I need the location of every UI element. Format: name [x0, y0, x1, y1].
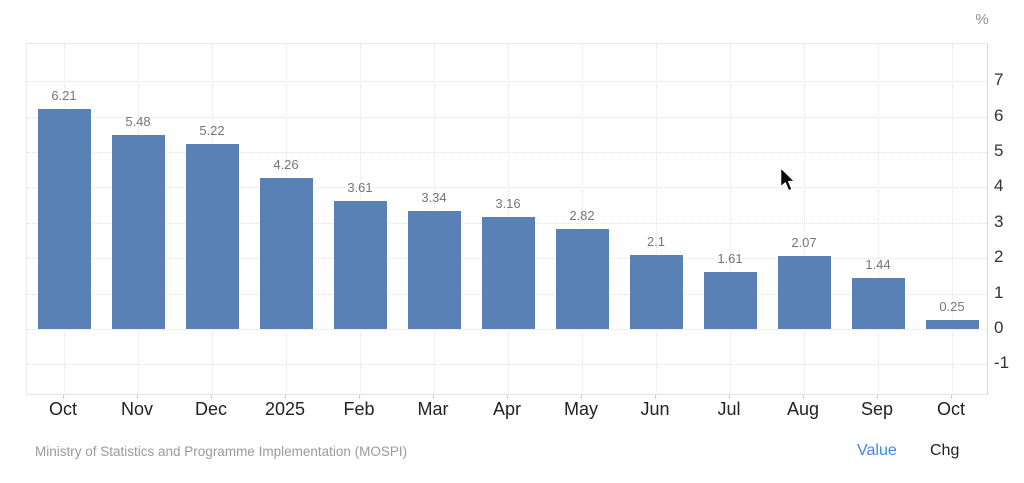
plot-area[interactable]: 6.21 5.48 5.22 4.26 3.61 3.34 3.16 2.82 2.1 1.61 2… — [26, 43, 988, 395]
x-tick-mark — [507, 395, 508, 399]
gridline-vertical — [656, 44, 657, 394]
bar-value-label: 3.34 — [421, 189, 447, 205]
gridline-vertical — [952, 44, 953, 394]
x-axis-label: Feb — [343, 399, 375, 419]
bar-jul[interactable] — [703, 272, 757, 329]
x-axis-label: Nov — [120, 399, 153, 419]
gridline-horizontal — [27, 81, 987, 83]
bar-mar[interactable] — [407, 210, 461, 329]
gridline-horizontal — [27, 364, 987, 366]
y-tick-label: 0 — [994, 318, 1004, 337]
x-axis-label: Jul — [717, 399, 741, 419]
source-label: Ministry of Statistics and Programme Imp… — [35, 444, 408, 459]
y-tick-label: 1 — [994, 282, 1004, 302]
bar-value-label: 2.1 — [646, 233, 666, 249]
x-axis-label: Oct — [936, 399, 965, 419]
x-axis-label: Aug — [786, 399, 820, 419]
bar-value-label: 5.48 — [125, 114, 151, 129]
x-tick-mark — [433, 395, 434, 399]
y-axis-unit-label: % — [975, 11, 989, 28]
bar-value-label: 5.22 — [199, 123, 225, 139]
bar-value-label: 0.25 — [939, 299, 965, 315]
gridline-horizontal — [27, 152, 987, 153]
bar-value-label: 1.61 — [717, 251, 743, 266]
y-tick-label: 4 — [994, 176, 1004, 196]
x-tick-mark — [285, 395, 286, 399]
x-tick-mark — [581, 395, 582, 399]
bar-value-label: 2.82 — [569, 208, 595, 224]
y-tick-label: 2 — [994, 247, 1004, 267]
x-axis-label: Jun — [640, 399, 670, 419]
x-tick-mark — [655, 395, 656, 399]
bar-value-label: 3.61 — [347, 180, 373, 196]
y-tick-label: 7 — [994, 70, 1004, 90]
bar-nov[interactable] — [111, 135, 165, 329]
bar-feb[interactable] — [333, 201, 387, 329]
gridline-horizontal — [27, 187, 987, 189]
bar-aug[interactable] — [777, 255, 831, 329]
bar-value-label: 1.44 — [865, 257, 891, 273]
x-tick-mark — [63, 395, 64, 399]
bar-may[interactable] — [555, 229, 609, 329]
x-tick-mark — [359, 395, 360, 399]
bar-jun[interactable] — [629, 254, 683, 329]
y-tick-label: -1 — [994, 353, 1010, 373]
x-axis-label: May — [563, 399, 598, 419]
y-tick-label: 6 — [994, 105, 1004, 125]
value-toggle[interactable]: Value — [857, 442, 897, 459]
x-axis-label: 2025 — [264, 399, 306, 419]
bar-oct[interactable] — [37, 109, 91, 329]
bar-value-label: 4.26 — [273, 157, 299, 173]
x-tick-mark — [137, 395, 138, 399]
y-tick-label: 5 — [994, 141, 1004, 160]
bar-sep[interactable] — [851, 278, 905, 329]
gridline-vertical — [804, 44, 805, 394]
y-tick-label: 3 — [994, 211, 1004, 231]
bar-value-label: 6.21 — [51, 88, 77, 104]
bar-value-label: 2.07 — [791, 234, 817, 250]
bar-apr[interactable] — [481, 217, 535, 329]
x-tick-mark — [951, 395, 952, 399]
bar-oct[interactable] — [925, 320, 979, 329]
bar-value-label: 3.16 — [495, 196, 521, 212]
bar-2025[interactable] — [259, 178, 313, 329]
x-axis-label: Oct — [48, 399, 77, 419]
gridline-vertical — [878, 44, 879, 394]
x-axis-label: Apr — [492, 399, 521, 419]
gridline-horizontal — [27, 116, 987, 118]
x-axis-label: Sep — [860, 399, 894, 419]
x-axis-label: Mar — [417, 399, 449, 419]
x-tick-mark — [803, 395, 804, 399]
x-axis-label: Dec — [194, 399, 227, 419]
x-tick-mark — [729, 395, 730, 399]
gridline-vertical — [730, 44, 731, 394]
gridline-vertical — [582, 44, 583, 394]
x-tick-mark — [211, 395, 212, 399]
x-tick-mark — [877, 395, 878, 399]
chg-toggle[interactable]: Chg — [930, 442, 960, 459]
gridline-horizontal — [27, 329, 987, 330]
bar-dec[interactable] — [185, 144, 239, 329]
